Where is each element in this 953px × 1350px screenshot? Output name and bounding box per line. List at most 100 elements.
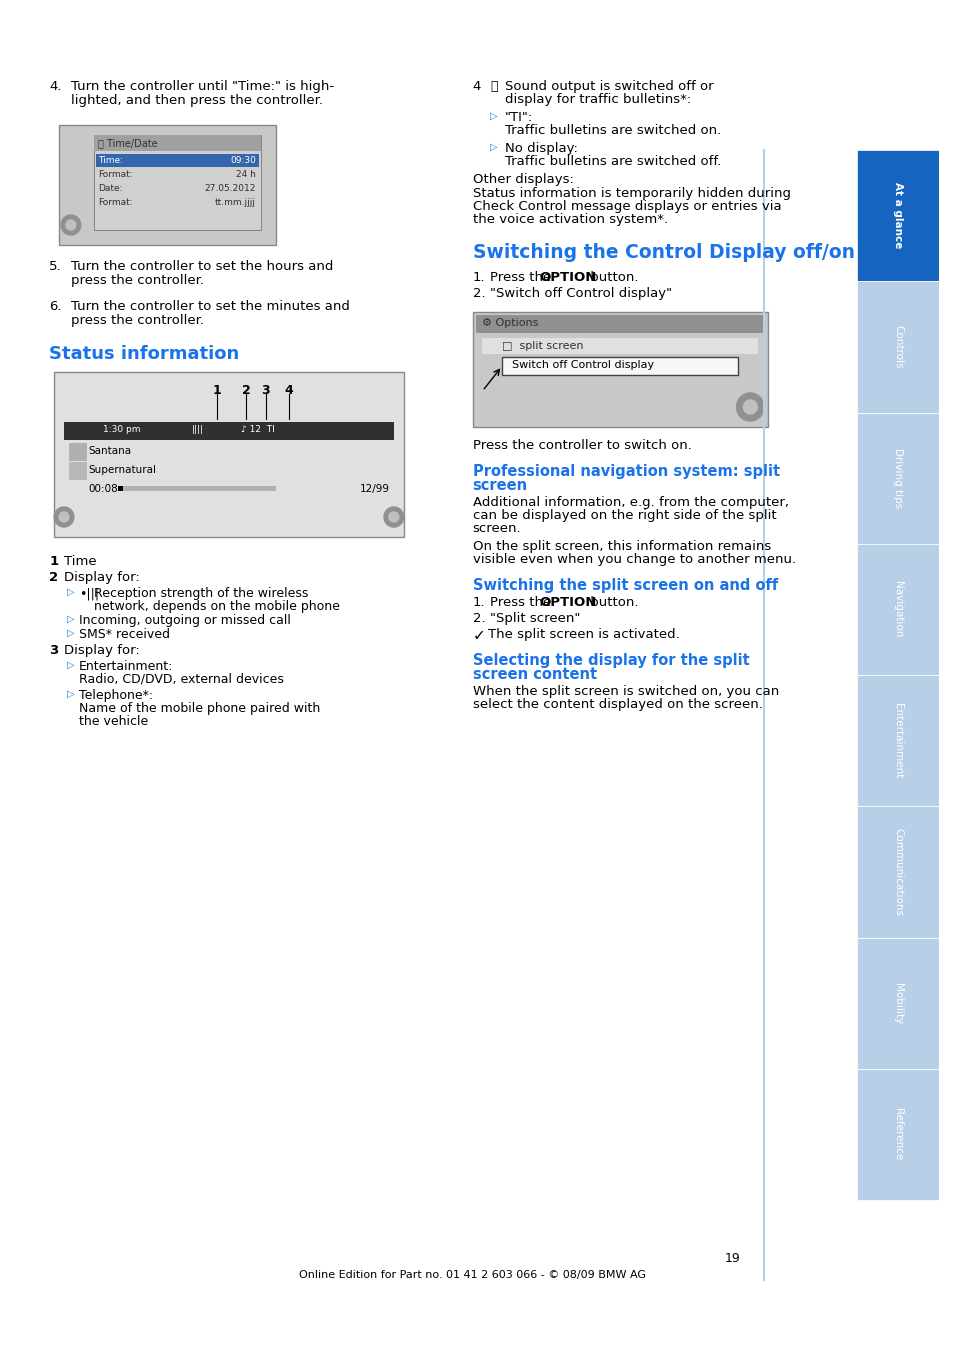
Text: Switching the split screen on and off: Switching the split screen on and off [472,578,777,593]
Text: Name of the mobile phone paired with: Name of the mobile phone paired with [79,702,319,716]
Bar [69,462,87,481]
Text: Format:: Format: [98,198,133,207]
Text: Switching the Control Display off/on: Switching the Control Display off/on [472,243,854,262]
Bar [501,356,738,375]
Bar [118,486,275,491]
Text: tt.mm.jjjj: tt.mm.jjjj [214,198,255,207]
Text: screen.: screen. [472,522,520,535]
Text: 4.: 4. [50,80,62,93]
Bar [856,937,939,1069]
Text: No display:: No display: [504,142,578,155]
Text: Turn the controller to set the minutes and: Turn the controller to set the minutes a… [71,300,350,313]
Text: 2: 2 [50,571,58,585]
Circle shape [54,508,73,526]
Text: ♪ 12  TI: ♪ 12 TI [241,425,274,433]
Text: 6.: 6. [50,300,62,313]
Bar [856,413,939,544]
Bar [54,373,403,537]
Text: button.: button. [585,271,638,284]
Bar [472,312,767,427]
Text: 2.: 2. [472,612,485,625]
Circle shape [61,215,81,235]
Text: The split screen is activated.: The split screen is activated. [488,628,679,641]
Text: ⚙ Options: ⚙ Options [482,319,538,328]
Text: OPTION: OPTION [539,595,597,609]
Text: Controls: Controls [892,325,902,369]
Text: At a glance: At a glance [892,182,902,248]
Bar [476,315,764,333]
Text: Radio, CD/DVD, external devices: Radio, CD/DVD, external devices [79,674,283,686]
Text: "Split screen": "Split screen" [490,612,580,625]
Circle shape [66,220,75,230]
Text: ||||: |||| [192,425,204,433]
Text: Entertainment:: Entertainment: [79,660,172,674]
Text: Navigation: Navigation [892,582,902,637]
Bar [118,486,123,491]
Text: Reference: Reference [892,1108,902,1161]
Text: 2: 2 [241,383,251,397]
Text: ▷: ▷ [67,614,74,624]
Text: When the split screen is switched on, you can: When the split screen is switched on, yo… [472,684,778,698]
Bar [93,135,261,230]
Text: Santana: Santana [89,446,132,456]
Text: 4: 4 [284,383,293,397]
Text: network, depends on the mobile phone: network, depends on the mobile phone [93,599,339,613]
Text: Press the: Press the [490,271,556,284]
Text: Time:: Time: [98,157,123,165]
Text: OPTION: OPTION [539,271,597,284]
Text: 27.05.2012: 27.05.2012 [204,184,255,193]
Text: screen content: screen content [472,667,597,682]
Text: Professional navigation system: split: Professional navigation system: split [472,464,779,479]
Text: Reception strength of the wireless: Reception strength of the wireless [93,587,308,599]
Text: press the controller.: press the controller. [71,274,204,288]
Circle shape [384,508,403,526]
Text: ▷: ▷ [67,688,74,699]
Text: Selecting the display for the split: Selecting the display for the split [472,653,749,668]
Text: Driving tips: Driving tips [892,448,902,508]
Text: Additional information, e.g. from the computer,: Additional information, e.g. from the co… [472,495,788,509]
Bar [856,1069,939,1200]
Circle shape [742,400,757,414]
Text: Turn the controller to set the hours and: Turn the controller to set the hours and [71,261,333,273]
Bar [482,338,758,354]
Bar [69,443,87,460]
Text: Other displays:: Other displays: [472,173,573,186]
Text: □  split screen: □ split screen [501,342,583,351]
Text: Press the: Press the [490,595,556,609]
Text: Press the controller to switch on.: Press the controller to switch on. [472,439,691,452]
Text: SMS* received: SMS* received [79,628,170,641]
Text: 2.: 2. [472,288,485,300]
Text: 1.: 1. [472,595,485,609]
Text: Status information is temporarily hidden during: Status information is temporarily hidden… [472,188,790,200]
Text: Switch off Control display: Switch off Control display [512,360,654,370]
Text: Time: Time [64,555,96,568]
Text: 5.: 5. [50,261,62,273]
Text: Incoming, outgoing or missed call: Incoming, outgoing or missed call [79,614,291,626]
Text: Mobility: Mobility [892,983,902,1023]
Text: 00:08: 00:08 [89,485,118,494]
Text: ▷: ▷ [67,587,74,597]
Text: "Switch off Control display": "Switch off Control display" [490,288,672,300]
Text: 1: 1 [50,555,58,568]
Text: ✓: ✓ [472,628,485,643]
Circle shape [736,393,763,421]
Text: 1:30 pm: 1:30 pm [103,425,141,433]
Text: display for traffic bulletins*:: display for traffic bulletins*: [504,93,691,107]
Bar [856,544,939,675]
Bar [856,281,939,413]
Text: Display for:: Display for: [64,571,139,585]
Text: Check Control message displays or entries via: Check Control message displays or entrie… [472,200,781,213]
Bar [95,154,258,167]
Bar [856,675,939,806]
Text: 🔇: 🔇 [490,80,497,93]
Text: button.: button. [585,595,638,609]
Text: 1.: 1. [472,271,485,284]
Text: select the content displayed on the screen.: select the content displayed on the scre… [472,698,761,711]
Text: 24 h: 24 h [236,170,255,180]
Text: Traffic bulletins are switched off.: Traffic bulletins are switched off. [504,155,720,167]
Text: visible even when you change to another menu.: visible even when you change to another … [472,554,795,566]
Text: Display for:: Display for: [64,644,139,657]
Text: ▷: ▷ [67,628,74,639]
Text: 3: 3 [261,383,270,397]
Bar [93,135,261,151]
